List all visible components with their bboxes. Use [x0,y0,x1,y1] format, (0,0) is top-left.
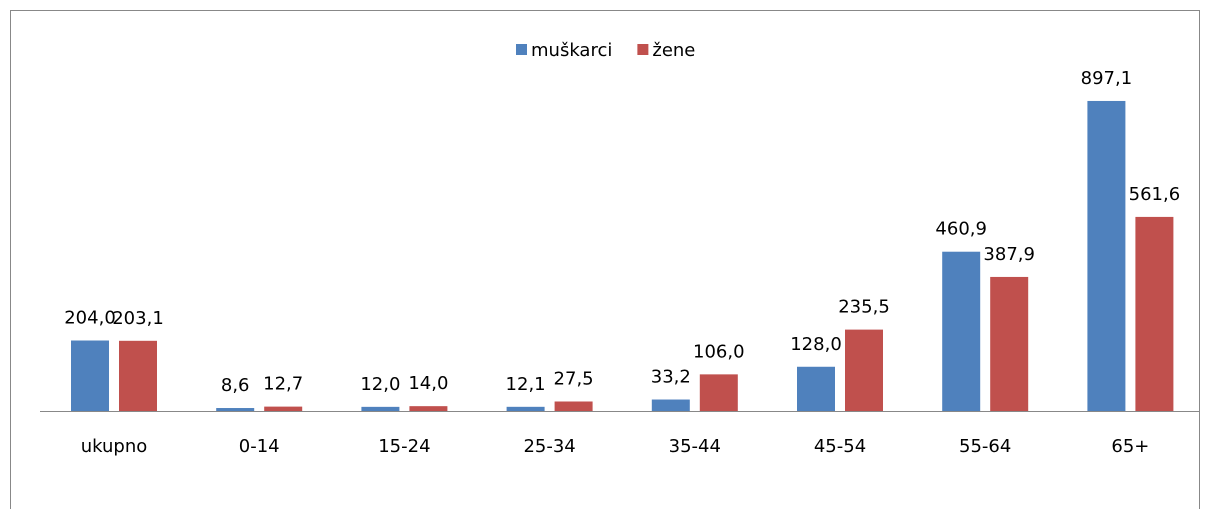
chart-border [10,10,1200,509]
data-label: 33,2 [651,367,691,388]
x-tick-label: 35-44 [669,436,721,457]
data-label: 460,9 [935,219,987,240]
x-tick-label: ukupno [81,436,148,457]
x-tick-label: 65+ [1111,436,1149,457]
data-label: 128,0 [790,334,842,355]
data-label: 106,0 [693,341,745,362]
bar [845,329,883,411]
data-label: 14,0 [408,373,448,394]
x-tick-label: 45-54 [814,436,866,457]
bar [409,406,448,411]
bar [264,406,303,411]
bar [651,399,690,411]
bar [71,340,109,411]
legend-label: muškarci [531,40,612,61]
bar [506,406,545,411]
bar [699,374,738,411]
x-tick-label: 25-34 [523,436,575,457]
legend-label: žene [652,40,695,61]
bar [797,366,835,411]
x-tick-label: 55-64 [959,436,1011,457]
data-label: 12,1 [506,374,546,395]
data-label: 27,5 [554,368,594,389]
bar [119,340,157,411]
data-label: 897,1 [1081,68,1133,89]
data-label: 204,0 [64,307,116,328]
data-label: 561,6 [1129,184,1181,205]
data-label: 12,7 [263,374,303,395]
bar [1135,216,1174,411]
bar [1087,100,1126,411]
data-label: 12,0 [360,374,400,395]
bar [554,401,593,411]
bar [990,276,1029,411]
data-label: 8,6 [221,375,250,396]
legend-swatch [637,44,649,55]
x-tick-label: 15-24 [378,436,430,457]
data-label: 203,1 [112,308,164,329]
data-label: 235,5 [838,297,890,318]
x-tick-label: 0-14 [239,436,280,457]
bar [942,251,981,411]
legend-swatch [516,44,527,55]
bar [216,408,255,411]
bar [361,406,400,411]
data-label: 387,9 [983,244,1035,265]
